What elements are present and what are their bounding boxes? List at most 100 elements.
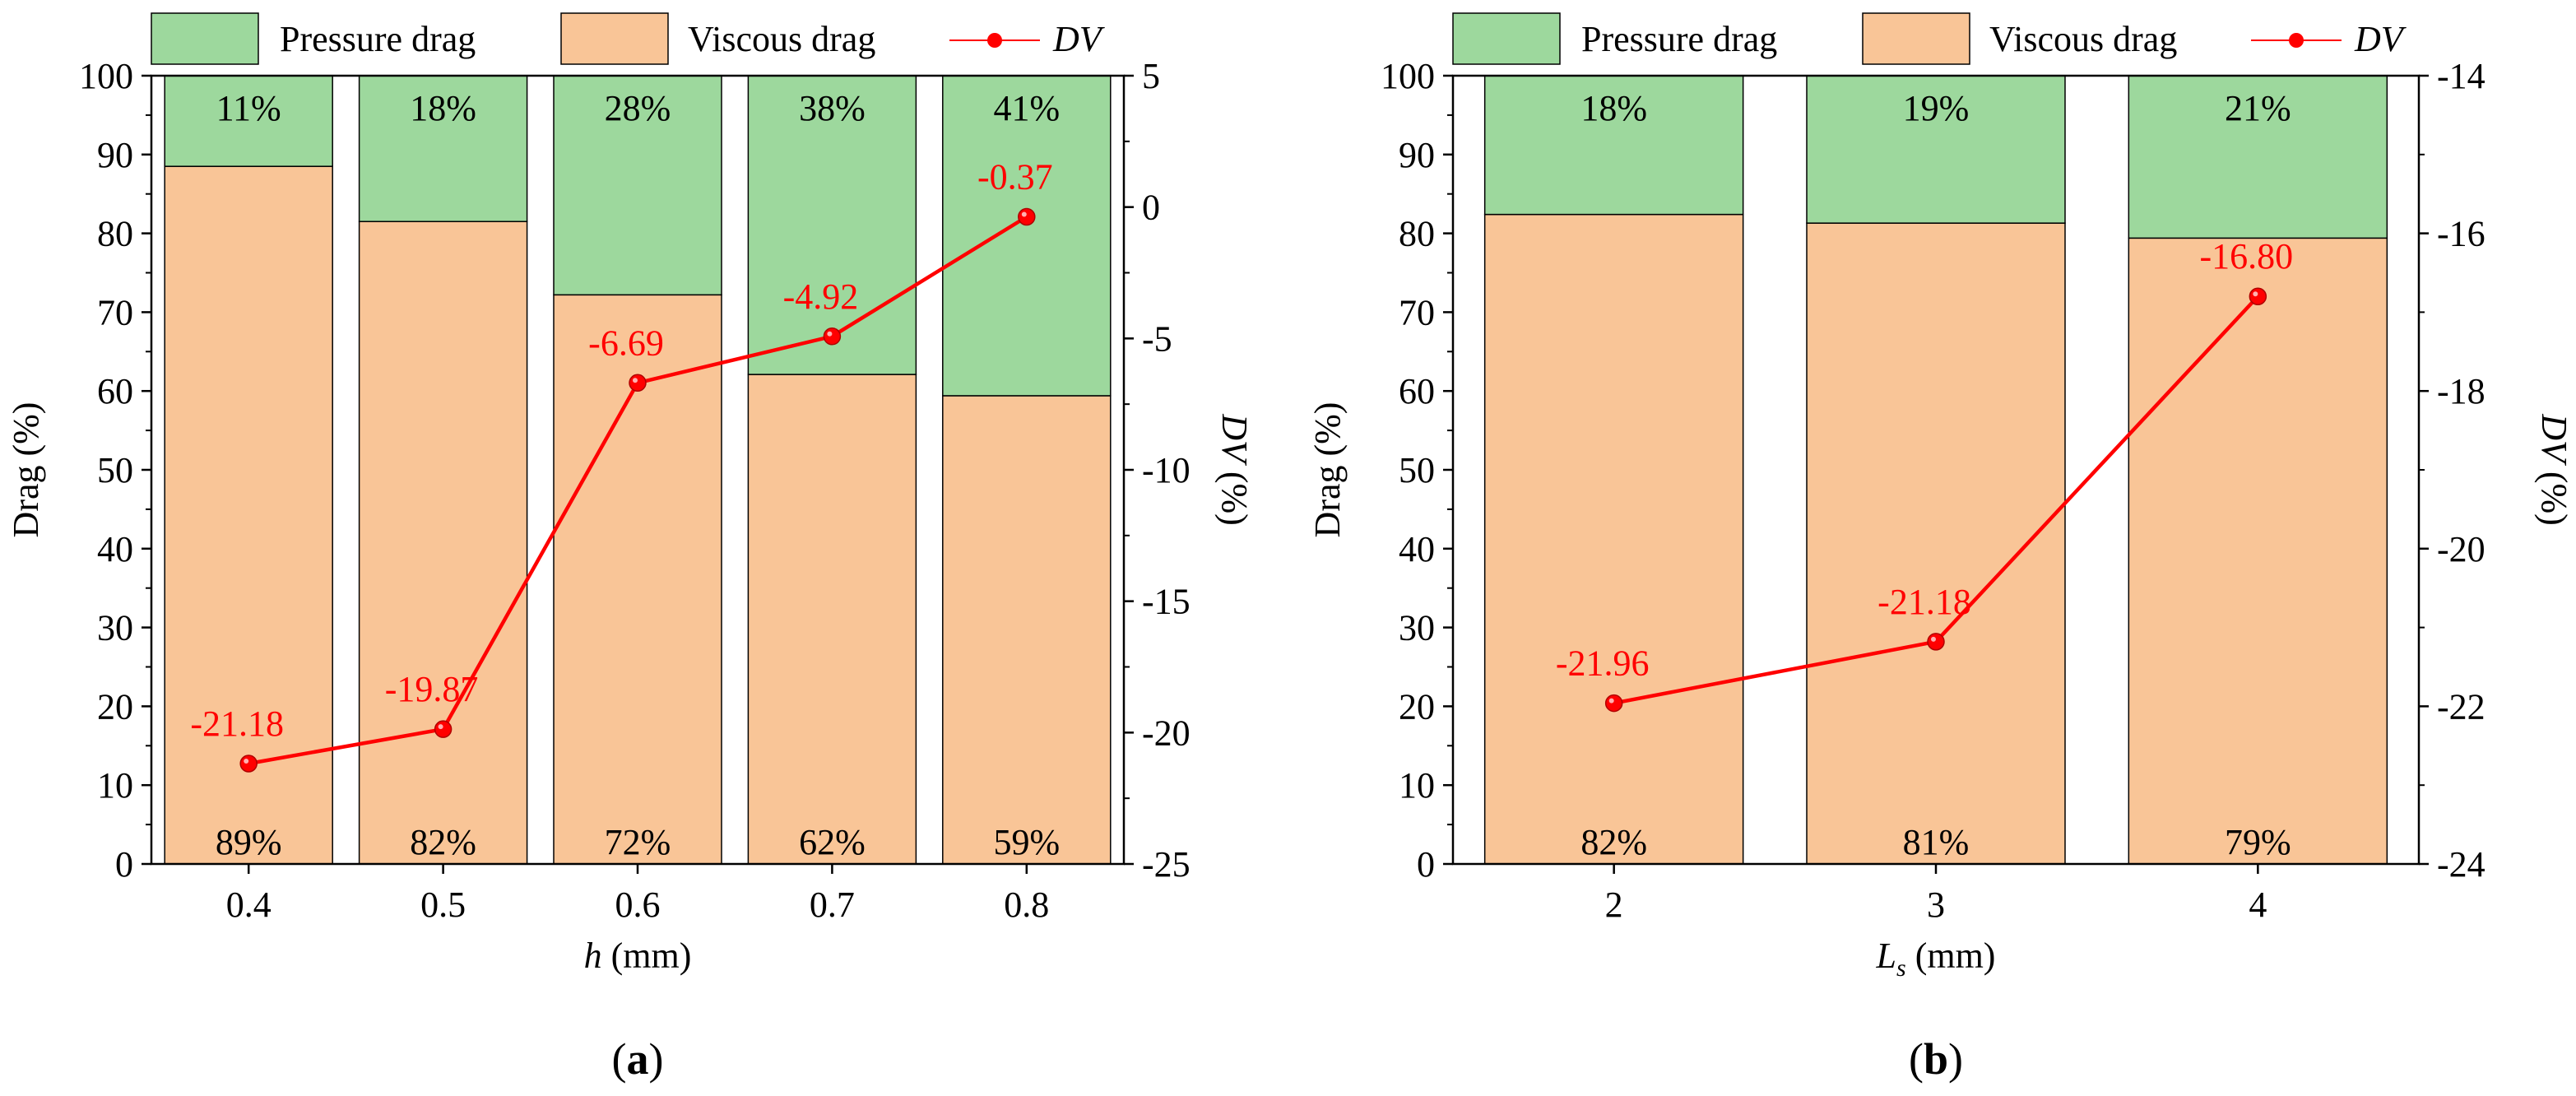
x-tick-label: 0.8 [1004,885,1049,925]
x-tick-label: 0.4 [226,885,272,925]
pressure-bar-1 [1806,75,2066,224]
dv-point [434,720,453,738]
dv-point-highlight [1021,211,1027,217]
dv-data-label: -21.96 [1556,643,1650,684]
pressure-pct-label: 41% [993,88,1060,128]
y-tick-label: 80 [97,214,133,254]
y2-tick-label: -18 [2437,371,2485,411]
dv-point [239,755,258,773]
y-tick-label: 20 [97,686,133,727]
legend-marker-dv [987,33,1002,48]
y-tick-label: 70 [97,292,133,332]
pressure-bar-0 [164,75,333,167]
dv-point [2249,287,2267,305]
dv-data-label: -21.18 [1877,582,1971,622]
dv-point-highlight [1608,698,1614,704]
viscous-pct-label: 62% [799,822,866,862]
dv-data-label: -21.18 [190,704,284,744]
pressure-pct-label: 18% [410,88,476,128]
y2-tick-label: 0 [1142,188,1160,228]
viscous-bar-3 [747,374,917,865]
y2-tick-label: -16 [2437,214,2485,254]
y-tick-label: 20 [1399,686,1435,727]
y2-tick-label: -15 [1142,582,1191,622]
viscous-bar-1 [1806,222,2066,865]
dv-point-highlight [2253,291,2258,297]
legend-label-pressure: Pressure drag [1581,19,1777,59]
y2-tick-label: 5 [1142,56,1160,96]
y2-tick-label: -24 [2437,844,2485,885]
x-tick-label: 4 [2249,885,2267,925]
legend-label-dv: DV [1052,19,1106,59]
dv-data-label: -16.80 [2200,236,2294,276]
dv-data-label: -4.92 [783,276,859,317]
dv-point [1927,633,1945,651]
x-tick-label: 3 [1927,885,1945,925]
y-tick-label: 0 [1417,844,1435,885]
dv-point-highlight [438,724,443,730]
x-tick-label: 2 [1605,885,1623,925]
y-tick-label: 90 [97,135,133,175]
legend: Pressure drag Viscous drag DV [151,12,1106,65]
y-axis-label: Drag (%) [1307,402,1348,538]
pressure-bar-2 [553,75,722,296]
viscous-bar-2 [2128,237,2388,865]
dv-point [1604,694,1623,713]
y-tick-label: 50 [97,450,133,490]
legend-marker-dv [2289,33,2304,48]
legend-swatch-viscous [560,12,669,65]
panel-label: (b) [1909,1034,1963,1084]
y-tick-label: 70 [1399,292,1435,332]
dv-point [1018,207,1036,226]
y-tick-label: 40 [1399,529,1435,569]
pressure-bar-3 [747,75,917,375]
y2-tick-label: -5 [1142,318,1172,359]
dv-data-label: -0.37 [977,156,1053,197]
dv-point-highlight [633,378,638,383]
viscous-bar-0 [1483,213,1744,865]
pressure-pct-label: 28% [605,88,671,128]
viscous-pct-label: 82% [1580,822,1647,862]
pressure-pct-label: 19% [1903,88,1970,128]
y-tick-label: 100 [1381,56,1435,96]
y-tick-label: 60 [97,371,133,411]
pressure-pct-label: 38% [799,88,866,128]
viscous-pct-label: 79% [2225,822,2291,862]
pressure-pct-label: 21% [2225,88,2291,128]
y-tick-label: 50 [1399,450,1435,490]
legend: Pressure drag Viscous drag DV [1452,12,2407,65]
dv-point-highlight [1931,636,1936,642]
legend-label-viscous: Viscous drag [1989,19,2177,59]
dv-data-label: -19.87 [385,669,479,709]
dv-point-highlight [244,759,249,764]
y2-tick-label: -20 [2437,529,2485,569]
viscous-bar-1 [358,221,528,865]
panel-label: (a) [612,1034,664,1084]
y-tick-label: 60 [1399,371,1435,411]
dv-point-highlight [827,331,833,337]
y2-axis-label: DV (%) [1214,413,1255,526]
dv-point [629,374,647,392]
y-tick-label: 0 [115,844,133,885]
legend-swatch-pressure [151,12,259,65]
viscous-pct-label: 81% [1903,822,1970,862]
x-tick-label: 0.6 [615,885,661,925]
y2-tick-label: -20 [1142,713,1191,753]
viscous-bar-4 [942,395,1112,865]
y-tick-label: 100 [79,56,133,96]
dv-data-label: -6.69 [588,323,664,363]
y-tick-label: 90 [1399,135,1435,175]
y2-axis-label: DV (%) [2534,413,2574,526]
y-axis-label: Drag (%) [6,402,46,538]
y2-tick-label: -10 [1142,450,1191,490]
y-tick-label: 10 [97,765,133,806]
y-tick-label: 40 [97,529,133,569]
y-tick-label: 30 [97,608,133,648]
y2-tick-label: -14 [2437,56,2485,96]
pressure-bar-0 [1483,75,1744,216]
legend-label-dv: DV [2354,19,2407,59]
pressure-bar-2 [2128,75,2388,239]
viscous-bar-0 [164,165,333,865]
x-axis-label: h (mm) [584,936,692,976]
